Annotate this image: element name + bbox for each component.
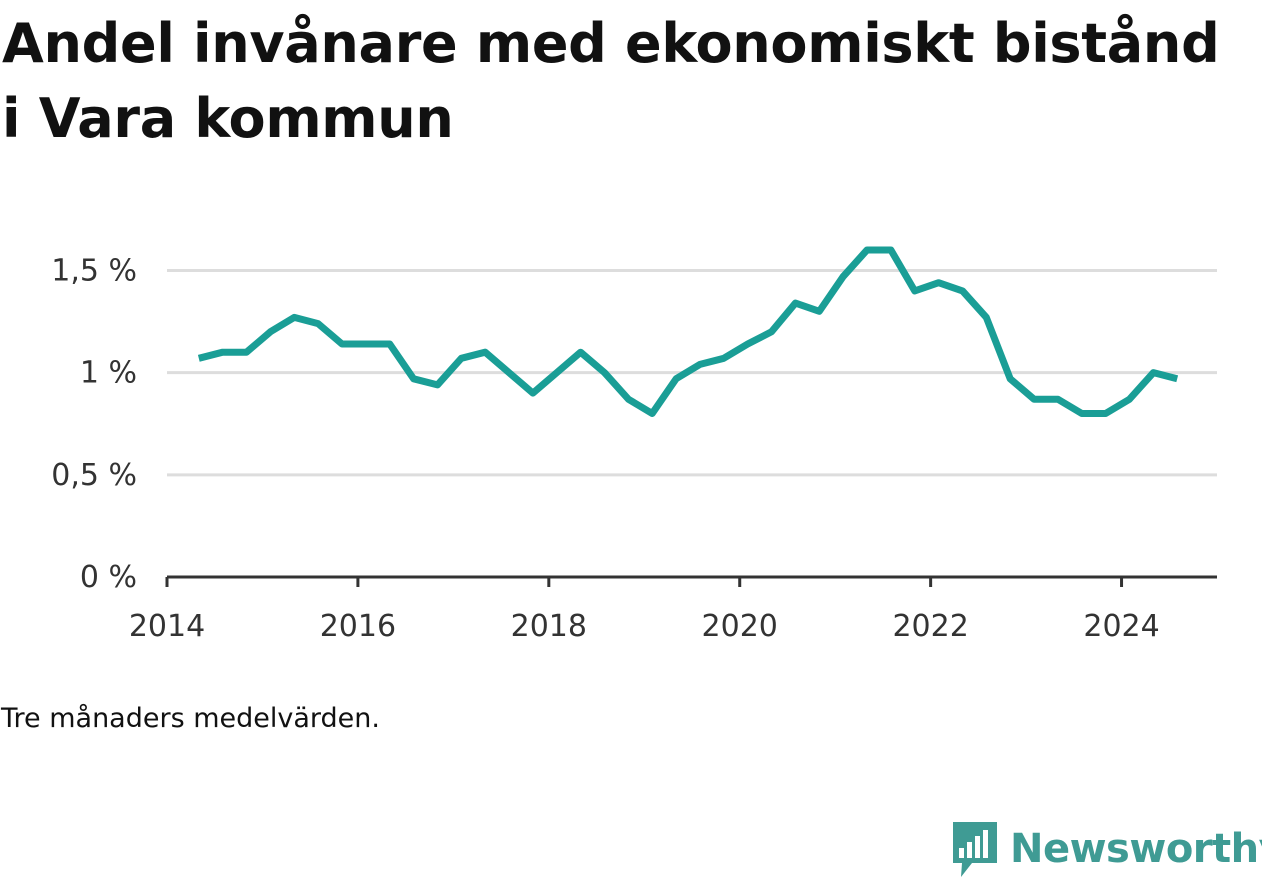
newsworthy-logo-icon: [953, 822, 997, 877]
x-tick-label: 2020: [702, 609, 778, 644]
x-tick-label: 2018: [511, 609, 587, 644]
series-line: [197, 246, 1179, 417]
y-axis-ticks: 0 % 0,5 % 1 % 1,5 %: [51, 253, 137, 595]
y-tick-label: 1,5 %: [51, 253, 137, 288]
chart-title: Andel invånare med ekonomiskt bistånd i …: [2, 12, 1220, 150]
x-tick-label: 2014: [129, 609, 205, 644]
x-axis-ticks: 2014 2016 2018 2020 2022 2024: [129, 577, 1160, 644]
x-tick-label: 2022: [892, 609, 968, 644]
brand-logo: Newsworthy: [950, 818, 1262, 880]
series-group: [197, 246, 1179, 417]
y-tick-label: 0 %: [80, 560, 137, 595]
y-tick-label: 1 %: [80, 356, 137, 391]
x-tick-label: 2024: [1083, 609, 1159, 644]
x-tick-label: 2016: [320, 609, 396, 644]
y-tick-label: 0,5 %: [51, 458, 137, 493]
brand-name: Newsworthy: [1010, 826, 1262, 872]
chart-note: Tre månaders medelvärden.: [1, 703, 380, 734]
